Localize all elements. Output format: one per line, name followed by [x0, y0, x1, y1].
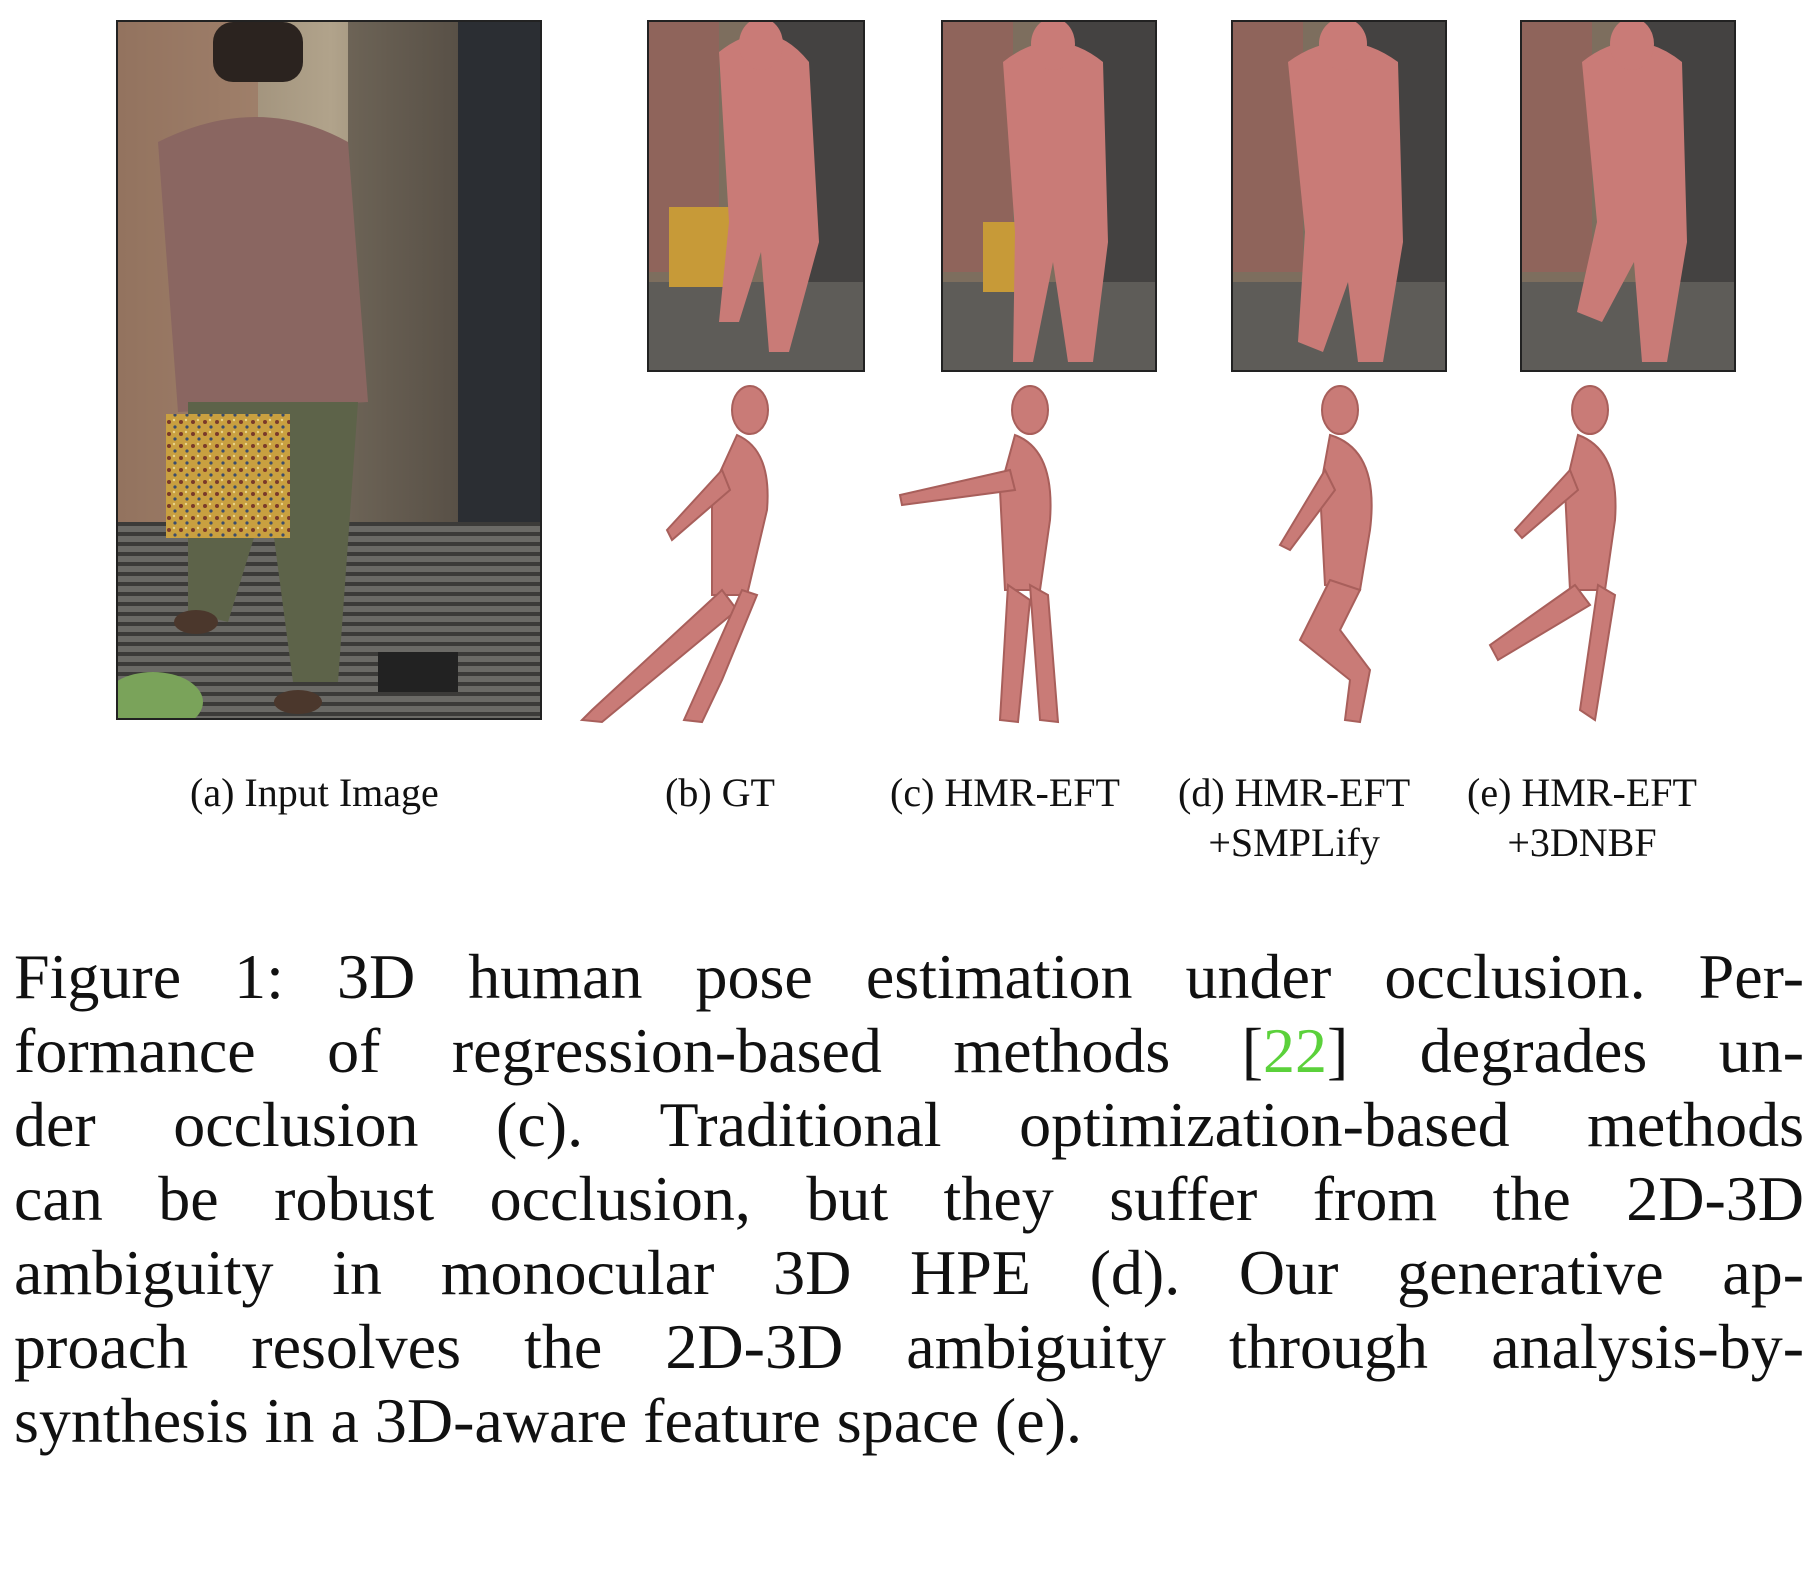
- citation-link[interactable]: 22: [1263, 1015, 1328, 1086]
- caption-line-1: Figure 1: 3D human pose estimation under…: [14, 941, 1804, 1012]
- figure-1: (a) Input Image (b) GT (c) HMR-EFT (d) H…: [116, 20, 1736, 868]
- gt-side-mesh: [579, 385, 769, 724]
- hmr-eft-3dnbf-side-mesh: [1488, 385, 1617, 722]
- label-hmr-eft-smplify-line2: +SMPLify: [1208, 820, 1380, 865]
- caption-line-6: proach resolves the 2D-3D ambiguity thro…: [14, 1311, 1804, 1382]
- input-image-panel: [116, 20, 542, 720]
- caption-line-2-pre: formance of regression-based methods [: [14, 1015, 1264, 1086]
- caption-line-7: synthesis in a 3D-aware feature space (e…: [14, 1385, 1082, 1456]
- label-gt: (b) GT: [665, 770, 775, 815]
- hmr-eft-3dnbf-photo-panel: [1520, 20, 1736, 372]
- caption-line-2-post: ] degrades un-: [1327, 1015, 1805, 1086]
- occluder-patch: [166, 414, 290, 538]
- hmr-eft-photo: [943, 22, 1155, 370]
- hmr-eft-photo-panel: [941, 20, 1157, 372]
- label-hmr-eft-smplify: (d) HMR-EFT +SMPLify: [1178, 768, 1410, 868]
- input-photo: [118, 22, 540, 718]
- label-hmr-eft: (c) HMR-EFT: [890, 770, 1120, 815]
- caption-line-4: can be robust occlusion, but they suffer…: [14, 1163, 1804, 1234]
- hmr-eft-side-mesh: [898, 385, 1060, 724]
- label-hmr-eft-smplify-line1: (d) HMR-EFT: [1178, 770, 1411, 815]
- caption-line-3: der occlusion (c). Traditional optimizat…: [14, 1089, 1804, 1160]
- label-hmr-eft-3dnbf-line2: +3DNBF: [1507, 820, 1657, 865]
- figure-caption: Figure 1: 3D human pose estimation under…: [14, 940, 1804, 1458]
- hmr-eft-smplify-side-mesh: [1278, 385, 1373, 724]
- hmr-eft-smplify-photo-panel: [1231, 20, 1447, 372]
- hmr-eft-smplify-photo: [1233, 22, 1445, 370]
- gt-photo-panel: [647, 20, 865, 372]
- hmr-eft-3dnbf-photo: [1522, 22, 1734, 370]
- caption-line-5: ambiguity in monocular 3D HPE (d). Our g…: [14, 1237, 1804, 1308]
- gt-photo: [649, 22, 863, 370]
- label-hmr-eft-3dnbf-line1: (e) HMR-EFT: [1467, 770, 1697, 815]
- label-input-image: (a) Input Image: [190, 770, 439, 815]
- caption-line-2: formance of regression-based methods [22…: [14, 1014, 1804, 1088]
- label-hmr-eft-3dnbf: (e) HMR-EFT +3DNBF: [1467, 768, 1697, 868]
